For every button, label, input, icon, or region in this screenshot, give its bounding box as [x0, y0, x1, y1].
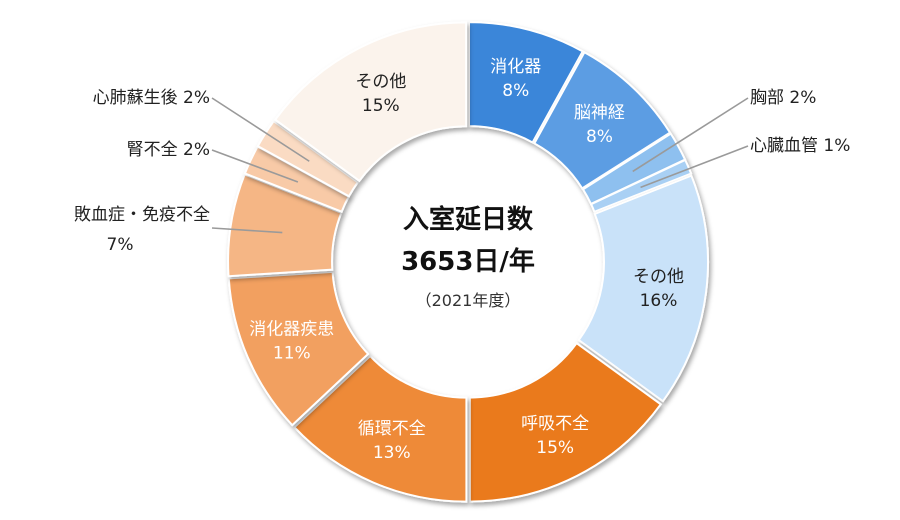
leader-line: [640, 145, 749, 189]
slice-label: 腎不全 2%: [127, 140, 210, 160]
slice-label: その他: [355, 72, 406, 92]
center-period: （2021年度）: [416, 291, 521, 310]
slice-label: 敗血症・免疫不全: [74, 205, 210, 225]
slice-label: 心臓血管 1%: [750, 136, 850, 156]
leader-line: [211, 227, 283, 234]
slice-group: [227, 21, 709, 503]
slice-label: 心肺蘇生後 2%: [93, 88, 210, 108]
leader-line: [211, 97, 310, 162]
leader-line: [211, 149, 299, 183]
slice-label-group: 消化器 8% 脳神経 8% 胸部 2% 心臓血管 1% その他 16% 呼吸不全 15% 循環不全 1…: [74, 57, 850, 463]
donut-slice-7: [292, 354, 468, 503]
donut-slice-6: [468, 341, 663, 503]
slice-value-label: 13%: [373, 443, 411, 463]
slice-label: 胸部 2%: [750, 88, 816, 108]
center-total: 3653日/年: [401, 246, 535, 277]
leader-line: [632, 97, 749, 173]
donut-slice-2: [532, 50, 672, 190]
donut-slice-8: [227, 270, 370, 427]
donut-slice-4: [589, 158, 693, 214]
slice-label: 呼吸不全: [521, 414, 589, 434]
slice-label: 消化器: [490, 57, 541, 77]
slice-label: 脳神経: [574, 103, 625, 123]
slice-value-label: 15%: [362, 96, 400, 116]
donut-slice-12: [273, 21, 468, 183]
leader-line-group: [211, 97, 749, 234]
slice-label: その他: [633, 267, 684, 287]
slice-label: 消化器疾患: [249, 319, 334, 339]
slice-value-label: 7%: [107, 235, 134, 255]
slice-value-label: 8%: [586, 127, 613, 147]
donut-slice-5: [577, 174, 709, 403]
donut-slice-11: [256, 119, 360, 198]
center-title: 入室延日数: [403, 204, 534, 235]
donut-slice-9: [227, 173, 343, 278]
slice-value-label: 11%: [273, 343, 311, 363]
donut-slice-1: [467, 21, 585, 144]
slice-value-label: 15%: [536, 438, 574, 458]
slice-value-label: 8%: [502, 81, 529, 101]
slice-value-label: 16%: [640, 291, 678, 311]
slice-label: 循環不全: [358, 419, 426, 439]
